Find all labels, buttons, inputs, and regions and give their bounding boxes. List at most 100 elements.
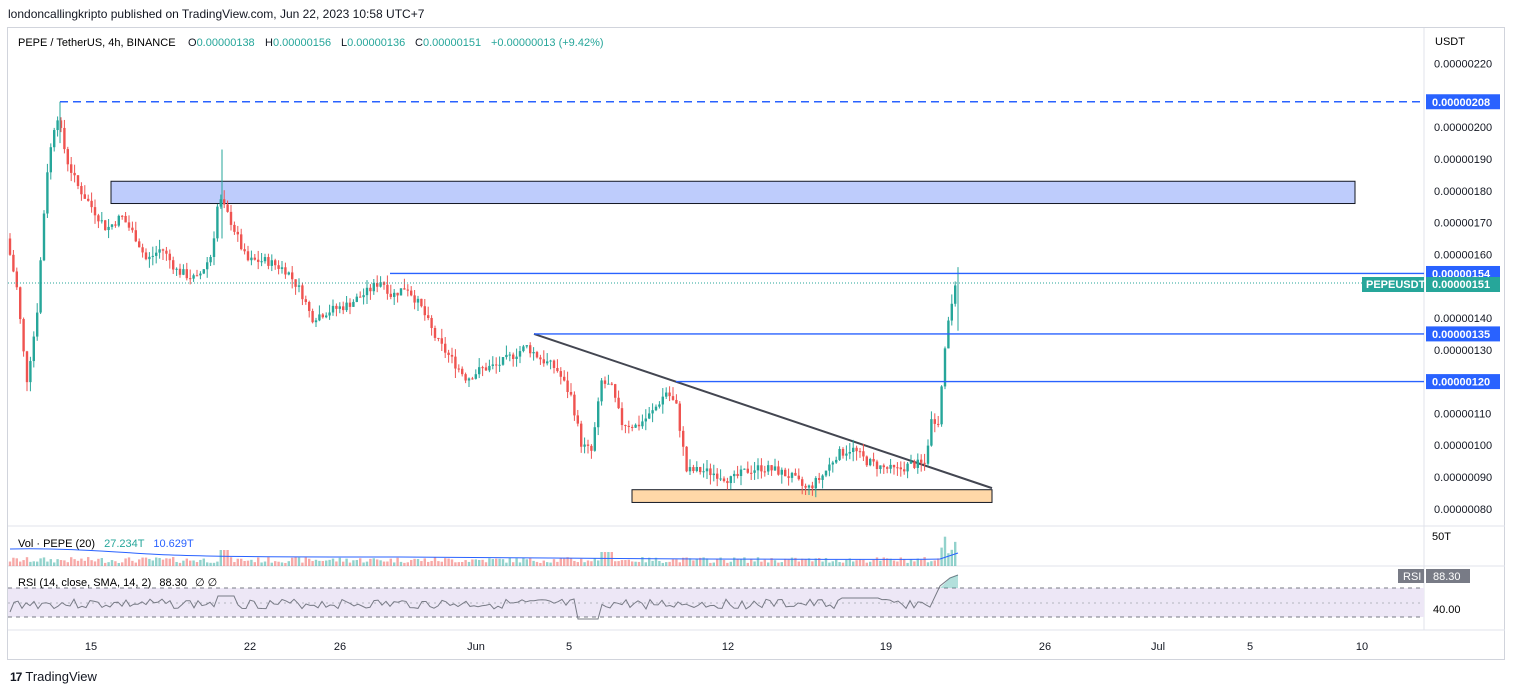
time-axis-label: 22 bbox=[244, 641, 256, 653]
candle-body bbox=[423, 306, 426, 316]
volume-bar bbox=[117, 562, 120, 566]
volume-bar bbox=[437, 561, 440, 566]
candle-body bbox=[457, 368, 460, 370]
volume-bar bbox=[491, 559, 494, 566]
candle-body bbox=[909, 461, 913, 464]
candle-body bbox=[321, 314, 324, 318]
candle-body bbox=[699, 467, 702, 473]
volume-bar bbox=[342, 561, 345, 566]
volume-bar bbox=[563, 558, 566, 566]
volume-bar bbox=[131, 560, 134, 566]
volume-bar bbox=[32, 561, 35, 566]
candle-body bbox=[345, 302, 348, 311]
volume-bar bbox=[858, 559, 862, 566]
candle-body bbox=[335, 305, 338, 309]
candle-body bbox=[739, 469, 743, 477]
volume-bar bbox=[185, 558, 188, 566]
volume-bar bbox=[464, 560, 467, 566]
candle-body bbox=[665, 392, 668, 397]
footer-brand[interactable]: 17 TradingView bbox=[10, 669, 97, 684]
candle-body bbox=[661, 396, 664, 405]
candle-body bbox=[821, 475, 824, 480]
candle-body bbox=[838, 448, 841, 460]
volume-bar bbox=[811, 561, 814, 566]
candle-body bbox=[165, 250, 168, 254]
volume-bar bbox=[416, 559, 420, 566]
volume-bar bbox=[913, 561, 916, 566]
volume-bar bbox=[634, 561, 637, 566]
volume-bar bbox=[287, 561, 290, 566]
candle-body bbox=[396, 292, 399, 296]
candle-body bbox=[12, 254, 15, 272]
volume-bar bbox=[498, 558, 501, 566]
candle-body bbox=[294, 279, 297, 287]
volume-bar bbox=[909, 559, 913, 566]
candle-body bbox=[569, 392, 573, 395]
candle-body bbox=[549, 360, 552, 362]
volume-bar bbox=[70, 557, 73, 566]
candle-body bbox=[87, 198, 90, 201]
candle-body bbox=[15, 271, 18, 288]
candle-body bbox=[270, 260, 273, 266]
candle-body bbox=[855, 447, 858, 452]
volume-bar bbox=[352, 560, 355, 566]
candle-body bbox=[138, 241, 141, 248]
volume-bar bbox=[852, 561, 855, 566]
candle-body bbox=[355, 296, 358, 302]
volume-bar bbox=[430, 560, 433, 566]
volume-bar bbox=[243, 560, 246, 566]
candle-body bbox=[233, 224, 236, 232]
candle-body bbox=[342, 306, 345, 311]
candle-body bbox=[624, 425, 627, 427]
volume-bar bbox=[236, 558, 239, 566]
volume-bar bbox=[161, 559, 165, 566]
volume-bar bbox=[229, 557, 233, 566]
volume-bar bbox=[950, 549, 953, 566]
candle-body bbox=[257, 259, 260, 262]
candle-body bbox=[59, 120, 63, 128]
volume-bar bbox=[195, 562, 199, 566]
time-axis-label: 10 bbox=[1356, 641, 1368, 653]
candle-body bbox=[124, 215, 127, 223]
candle-body bbox=[348, 302, 352, 307]
volume-bar bbox=[484, 562, 488, 566]
candle-body bbox=[773, 466, 777, 471]
candle-body bbox=[83, 194, 86, 199]
price-axis-currency: USDT bbox=[1435, 36, 1465, 48]
candle-body bbox=[753, 470, 756, 473]
volume-bar bbox=[668, 561, 671, 566]
time-axis-label: 12 bbox=[722, 641, 734, 653]
candle-body bbox=[219, 199, 222, 207]
candle-body bbox=[614, 384, 617, 398]
candle-body bbox=[532, 352, 535, 354]
volume-bar bbox=[753, 561, 756, 566]
volume-bar bbox=[410, 560, 413, 566]
candle-body bbox=[461, 368, 464, 375]
candle-body bbox=[253, 257, 256, 260]
volume-bar bbox=[216, 561, 219, 566]
candle-body bbox=[301, 285, 304, 300]
volume-bar bbox=[59, 560, 63, 566]
candle-body bbox=[750, 472, 753, 474]
volume-bar bbox=[93, 561, 97, 566]
candle-body bbox=[246, 251, 250, 261]
candle-body bbox=[518, 351, 522, 357]
volume-bar bbox=[100, 558, 103, 566]
volume-bar bbox=[614, 561, 617, 566]
candle-body bbox=[559, 371, 562, 377]
candle-body bbox=[447, 352, 450, 355]
volume-bar bbox=[617, 561, 620, 566]
volume-bar bbox=[733, 557, 736, 566]
volume-bar bbox=[705, 558, 709, 566]
candle-body bbox=[403, 288, 406, 290]
tradingview-logo-icon: 17 bbox=[10, 669, 22, 684]
volume-bar bbox=[807, 558, 811, 566]
volume-bar bbox=[134, 562, 137, 566]
candle-body bbox=[637, 424, 641, 427]
volume-bar bbox=[770, 558, 773, 566]
candle-body bbox=[338, 306, 341, 309]
volume-bar bbox=[447, 558, 450, 566]
candle-body bbox=[212, 238, 216, 258]
volume-bar bbox=[532, 560, 535, 566]
